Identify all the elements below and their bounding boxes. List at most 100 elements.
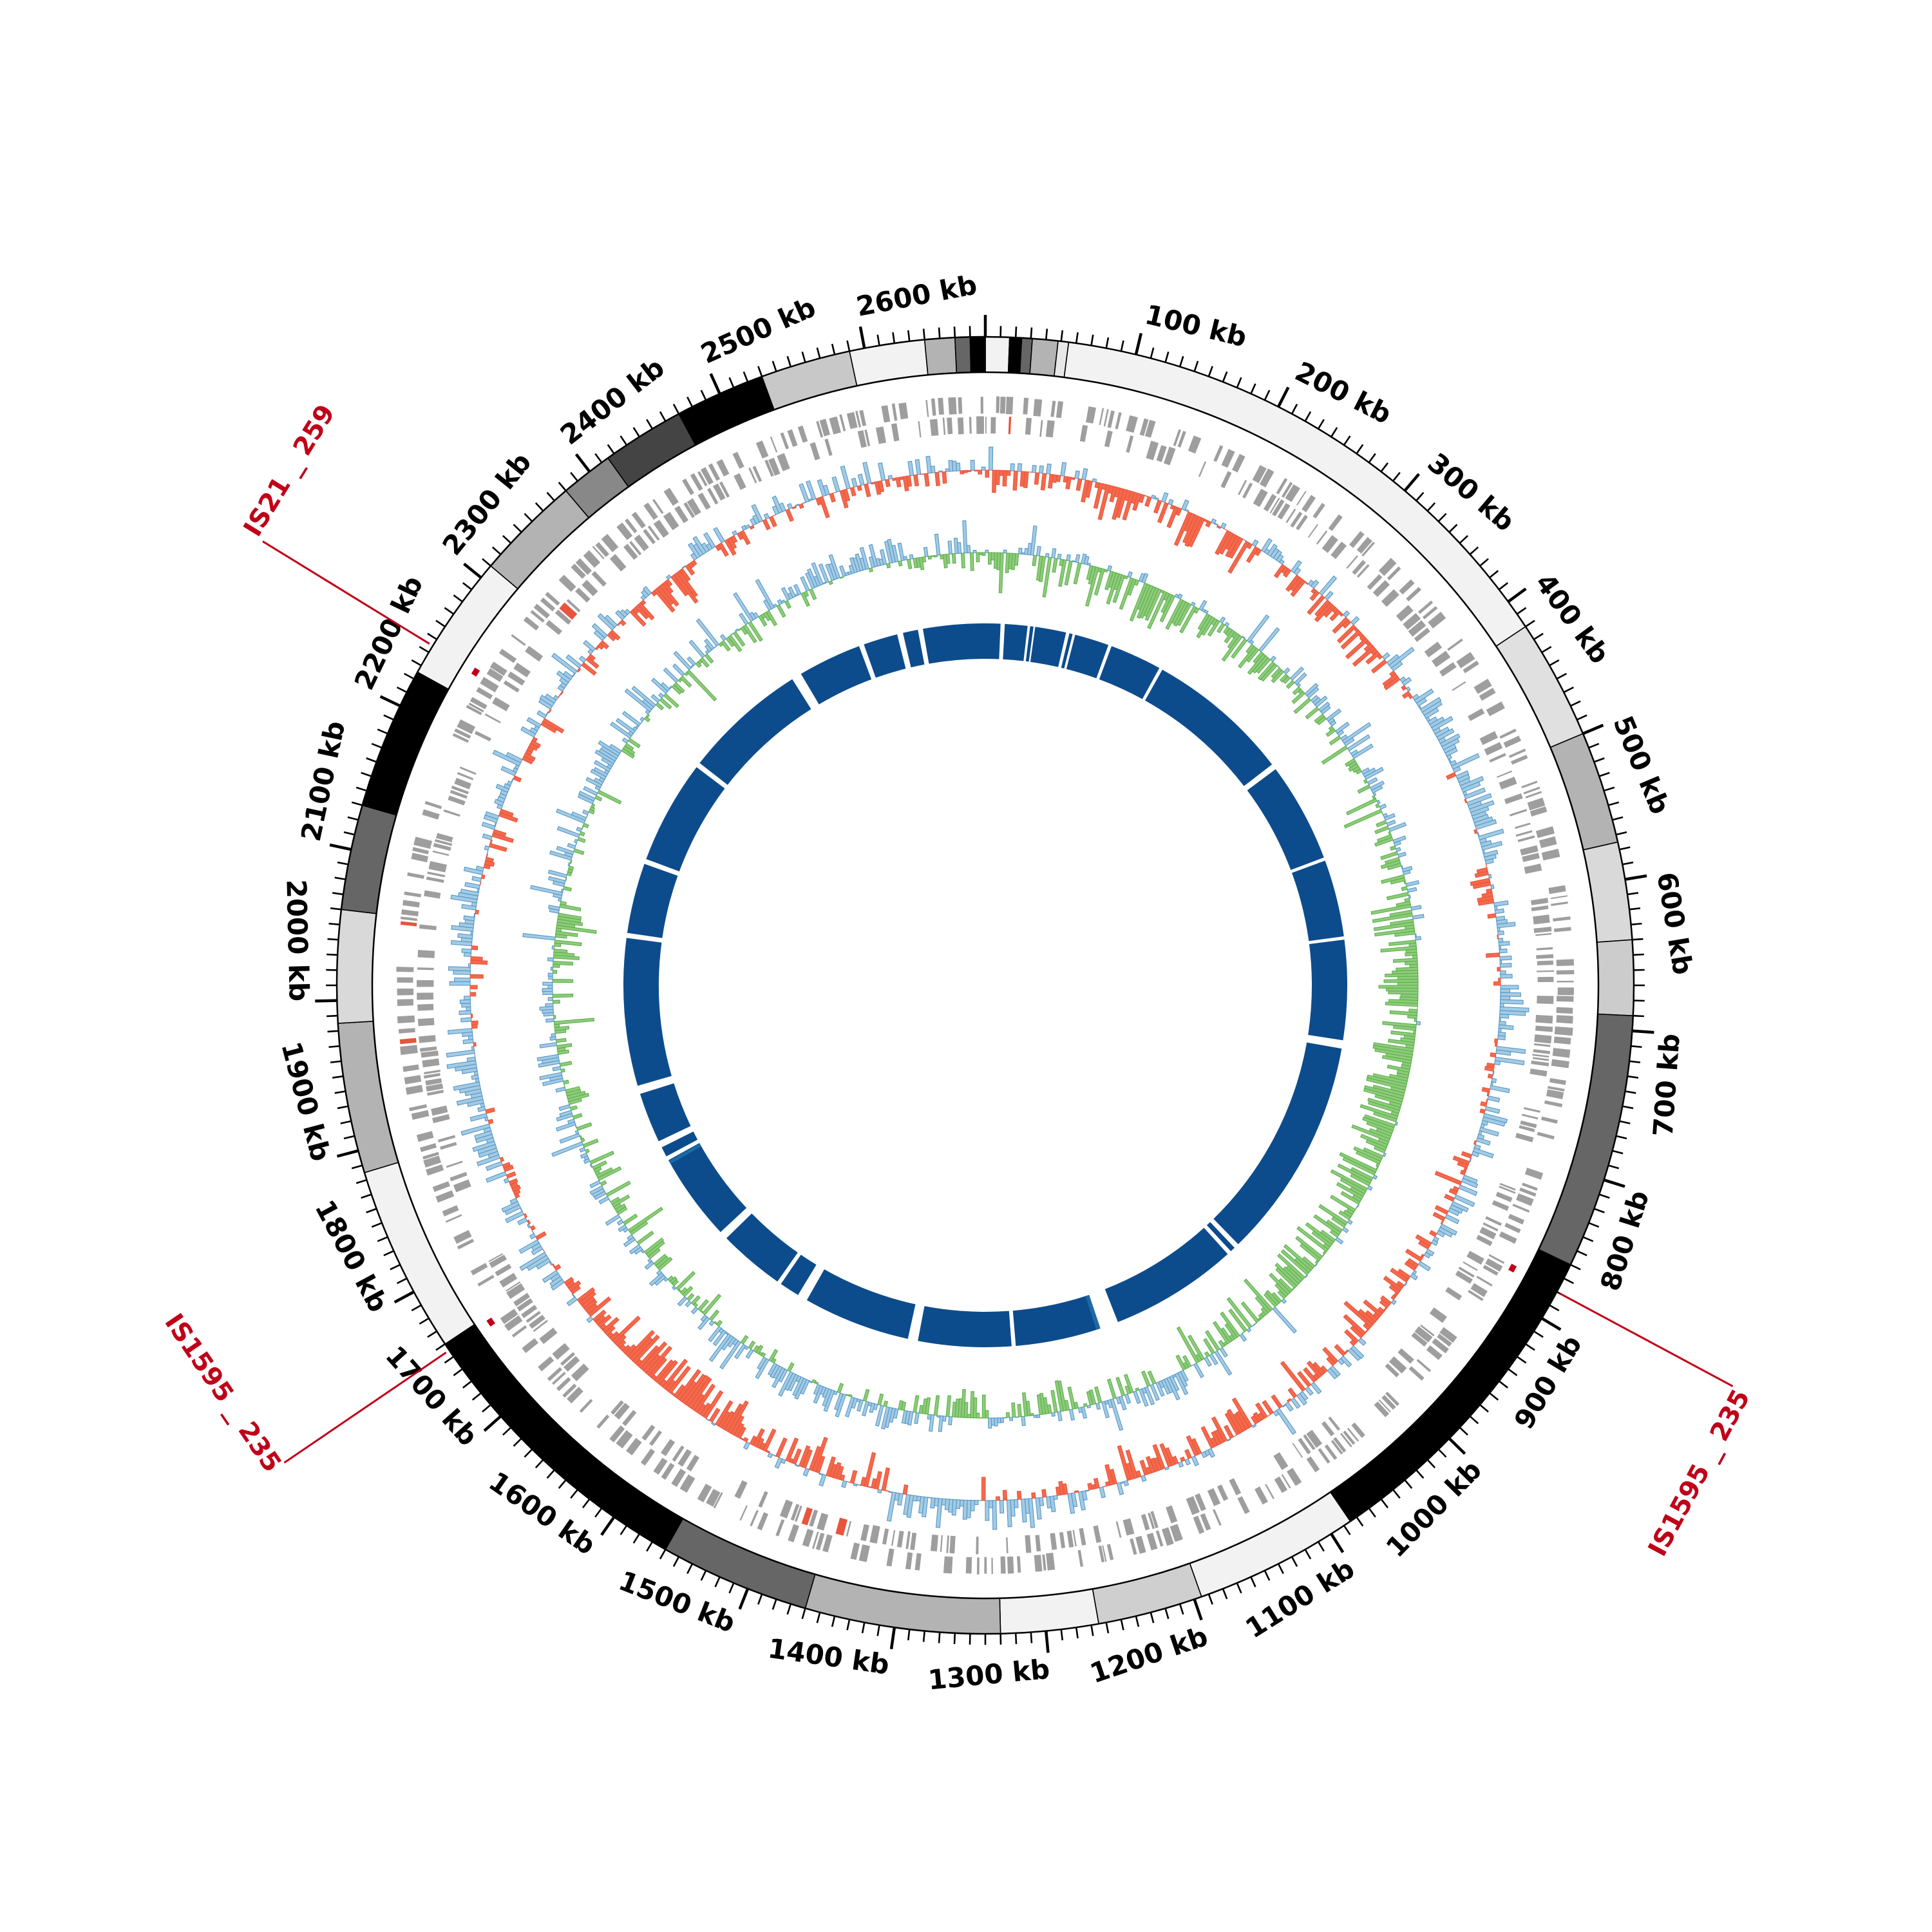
axis-minor-tick [1533,632,1544,640]
gene-feature [1034,1555,1043,1572]
gene-feature [486,668,504,682]
axis-minor-tick [1075,332,1079,344]
histogram-bin-positive [1493,900,1509,907]
forward-gene-track [396,396,1575,1575]
axis-minor-tick [411,659,422,667]
histogram-bin-negative [1355,768,1363,775]
gene-feature [1238,480,1247,495]
histogram-bin-negative [1434,1205,1449,1215]
gene-feature [1098,1545,1105,1563]
axis-minor-tick [1469,1416,1479,1425]
gene-feature [797,425,808,443]
histogram-bin-negative [667,1365,691,1394]
histogram-bin-negative [775,1437,788,1458]
gene-feature [1103,409,1109,427]
histogram-bin-negative [552,999,560,1004]
gene-feature [1535,933,1552,936]
histogram-bin-positive [468,963,471,968]
histogram-bin-negative [981,1394,986,1419]
histogram-bin-positive [909,554,914,560]
axis-minor-tick [535,1459,544,1468]
histogram-bin-positive [469,1113,488,1122]
histogram-bin-negative [1373,922,1415,931]
gene-feature [1524,1168,1544,1180]
gene-feature [1195,1493,1206,1511]
axis-minor-tick [620,1525,628,1535]
histogram-bin-positive [639,716,645,722]
gene-feature [591,571,607,587]
histogram-bin-positive [482,833,493,840]
gene-feature [1381,1395,1396,1410]
gene-feature [947,417,953,435]
axis-major-tick [336,1149,359,1158]
gene-feature [697,471,708,487]
histogram-bin-negative [1133,579,1140,586]
gene-feature [817,1513,829,1531]
histogram-bin-negative [1446,772,1457,780]
histogram-bin-negative [1375,803,1380,808]
gene-feature [503,680,520,693]
histogram-bin-negative [981,1477,986,1501]
aligned-block [1213,1042,1342,1245]
histogram-bin-negative [1097,484,1111,520]
histogram-bin-positive [1191,1455,1199,1466]
histogram-bin-negative [552,993,574,998]
gene-feature [416,1131,434,1142]
histogram-bin-positive [999,1499,1005,1514]
histogram-bin-negative [1065,476,1072,490]
axis-major-tick [1625,874,1647,881]
histogram-bin-negative [1374,1048,1413,1058]
gene-feature [690,473,703,491]
karyotype-band [804,1573,1001,1634]
histogram-bin-positive [1405,686,1411,692]
histogram-bin-negative [1296,1226,1329,1253]
gene-feature [1523,786,1540,795]
gene-feature [516,1298,533,1312]
histogram-bin-negative [1481,1086,1491,1093]
gene-feature [946,1535,949,1553]
gene-feature [1522,1182,1538,1191]
aligned-block [1061,633,1073,668]
gene-feature [571,564,586,579]
histogram-bin-negative [881,1467,891,1492]
axis-minor-tick [1459,1426,1468,1436]
gene-feature [1447,638,1463,651]
gene-feature [547,1367,562,1381]
histogram-bin-negative [1336,624,1357,644]
gene-feature [976,1557,980,1575]
histogram-bin-positive [1341,1227,1349,1233]
histogram-bin-positive [545,1018,554,1023]
gene-feature [1276,478,1288,495]
histogram-bin-negative [1393,1025,1417,1031]
histogram-bin-negative [588,808,595,815]
histogram-bin-positive [1033,1414,1037,1418]
gene-feature [1523,1107,1540,1113]
gene-feature [819,419,831,437]
gene-feature [1352,560,1366,575]
karyotype-band [985,336,1010,374]
axis-minor-tick [953,327,956,338]
annotation-label: IS1595 _ 235 [1643,1385,1756,1561]
histogram-bin-negative [475,909,480,914]
axis-minor-tick [922,328,925,340]
axis-major-tick [1277,386,1290,408]
gene-feature [1130,1538,1137,1555]
histogram-bin-negative [846,1481,851,1483]
histogram-bin-negative [1273,564,1286,578]
histogram-bin-positive [957,542,962,554]
aligned-block [668,1142,747,1233]
gene-feature [1242,482,1253,498]
axis-minor-tick [334,1090,346,1094]
histogram-bin-negative [1331,1216,1347,1228]
histogram-bin-negative [1434,1170,1463,1186]
gene-feature [1495,1191,1513,1202]
axis-minor-tick [1629,1060,1641,1064]
gene-feature [476,687,493,700]
gene-feature [413,837,433,849]
histogram-bin-negative [1093,482,1104,509]
histogram-bin-negative [860,1477,867,1487]
gene-feature [1458,1266,1475,1278]
axis-minor-tick [743,371,749,383]
histogram-bin-negative [945,1395,952,1417]
